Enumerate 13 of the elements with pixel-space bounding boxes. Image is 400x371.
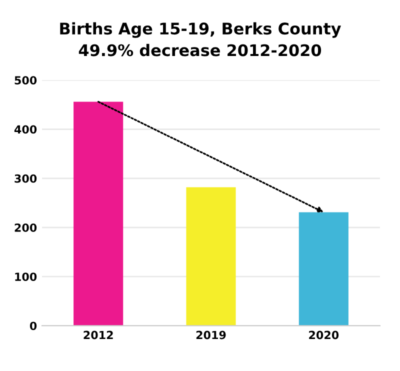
y-tick-label: 500: [14, 76, 37, 85]
bar: [186, 187, 236, 326]
y-tick-label: 400: [14, 125, 37, 134]
y-tick-label: 100: [15, 272, 37, 281]
x-tick-label: 2019: [196, 330, 226, 340]
bar: [298, 212, 348, 326]
chart-title: Births Age 15-19, Berks County 49.9% decrease 2012-2020: [60, 22, 341, 56]
bar: [74, 102, 124, 326]
y-tick-label: 0: [30, 322, 37, 330]
x-tick-label: 2020: [309, 330, 339, 340]
x-tick-label: 2012: [84, 330, 113, 340]
y-tick-label: 300: [14, 174, 37, 183]
y-tick-label: 200: [14, 223, 37, 232]
